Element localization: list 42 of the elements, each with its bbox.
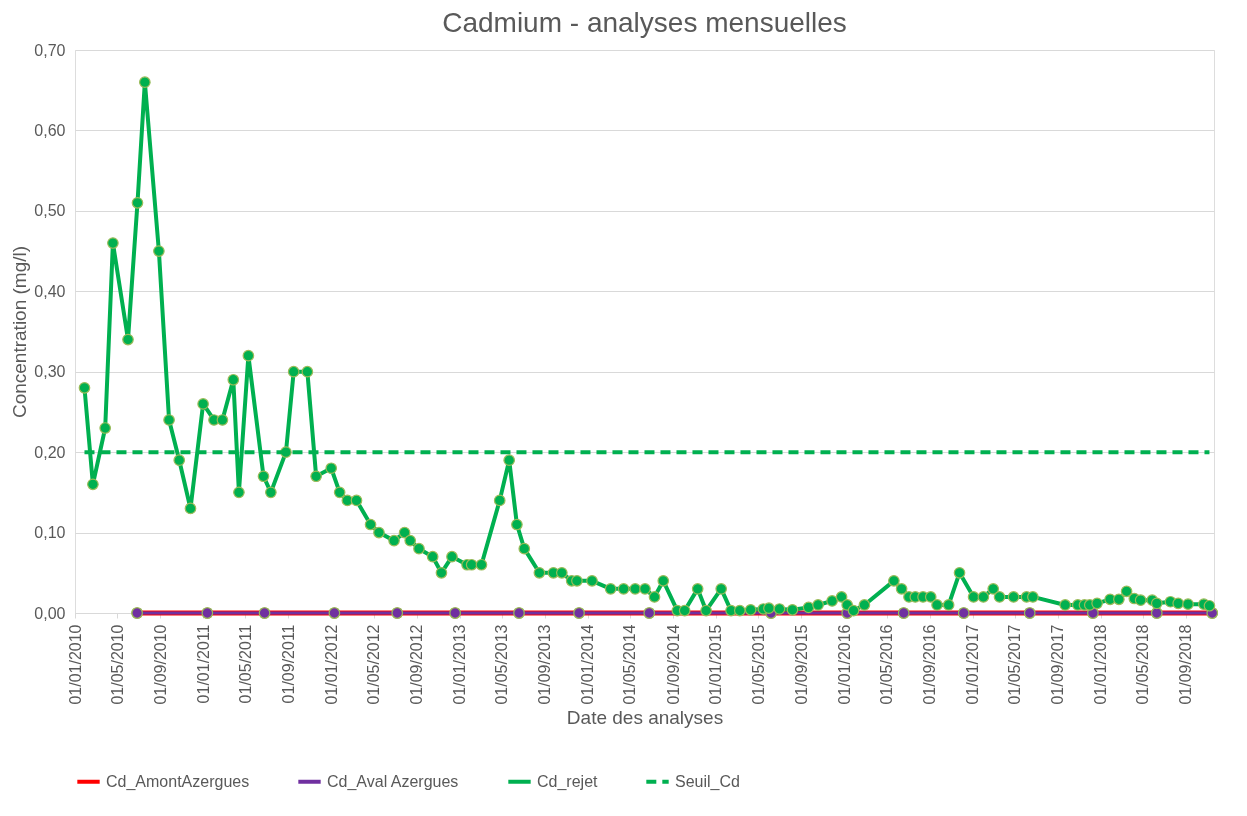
x-tick-label: 01/05/2011 — [236, 624, 254, 704]
x-tick-label: 01/09/2013 — [536, 624, 554, 705]
legend-label: Seuil_Cd — [675, 772, 740, 791]
y-tick-label: 0,00 — [34, 604, 66, 622]
x-tick-label: 01/01/2014 — [579, 624, 597, 705]
x-tick-label: 01/01/2017 — [964, 624, 982, 705]
y-tick-label: 0,50 — [34, 202, 66, 220]
chart-title: Cadmium - analyses mensuelles — [442, 7, 847, 38]
x-tick-label: 01/01/2015 — [707, 624, 725, 705]
x-tick-label: 01/01/2018 — [1092, 624, 1110, 705]
x-tick-label: 01/09/2017 — [1049, 624, 1067, 705]
x-tick-label: 01/05/2014 — [621, 624, 639, 705]
x-tick-label: 01/05/2018 — [1134, 624, 1152, 705]
x-axis-title: Date des analyses — [566, 706, 724, 728]
y-tick-label: 0,60 — [34, 121, 66, 139]
x-tick-label: 01/05/2015 — [749, 624, 767, 705]
y-tick-label: 0,30 — [34, 363, 66, 381]
y-tick-label: 0,70 — [34, 41, 66, 59]
x-tick-label: 01/01/2012 — [322, 624, 340, 705]
x-tick-label: 01/01/2016 — [835, 624, 853, 705]
x-tick-label: 01/01/2013 — [451, 624, 469, 705]
y-tick-label: 0,20 — [34, 443, 66, 461]
legend-label: Cd_rejet — [537, 772, 599, 791]
x-tick-label: 01/09/2014 — [664, 624, 682, 705]
legend-label: Cd_Aval Azergues — [327, 772, 459, 791]
y-tick-label: 0,10 — [34, 524, 66, 542]
x-tick-label: 01/05/2013 — [493, 624, 511, 705]
x-tick-label: 01/09/2010 — [151, 624, 169, 705]
x-tick-label: 01/05/2010 — [108, 624, 126, 705]
y-tick-label: 0,40 — [34, 282, 66, 300]
x-tick-label: 01/01/2010 — [66, 624, 84, 705]
x-tick-label: 01/09/2011 — [279, 624, 297, 704]
x-tick-label: 01/01/2011 — [194, 624, 212, 704]
legend-label: Cd_AmontAzergues — [106, 772, 250, 791]
x-tick-label: 01/05/2016 — [878, 624, 896, 705]
y-axis-title: Concentration (mg/l) — [9, 245, 31, 419]
x-tick-label: 01/05/2017 — [1006, 624, 1024, 705]
x-tick-label: 01/05/2012 — [365, 624, 383, 705]
x-tick-label: 01/09/2015 — [792, 624, 810, 705]
x-tick-label: 01/09/2012 — [408, 624, 426, 705]
x-tick-label: 01/09/2018 — [1177, 624, 1195, 705]
x-tick-label: 01/09/2016 — [921, 624, 939, 705]
